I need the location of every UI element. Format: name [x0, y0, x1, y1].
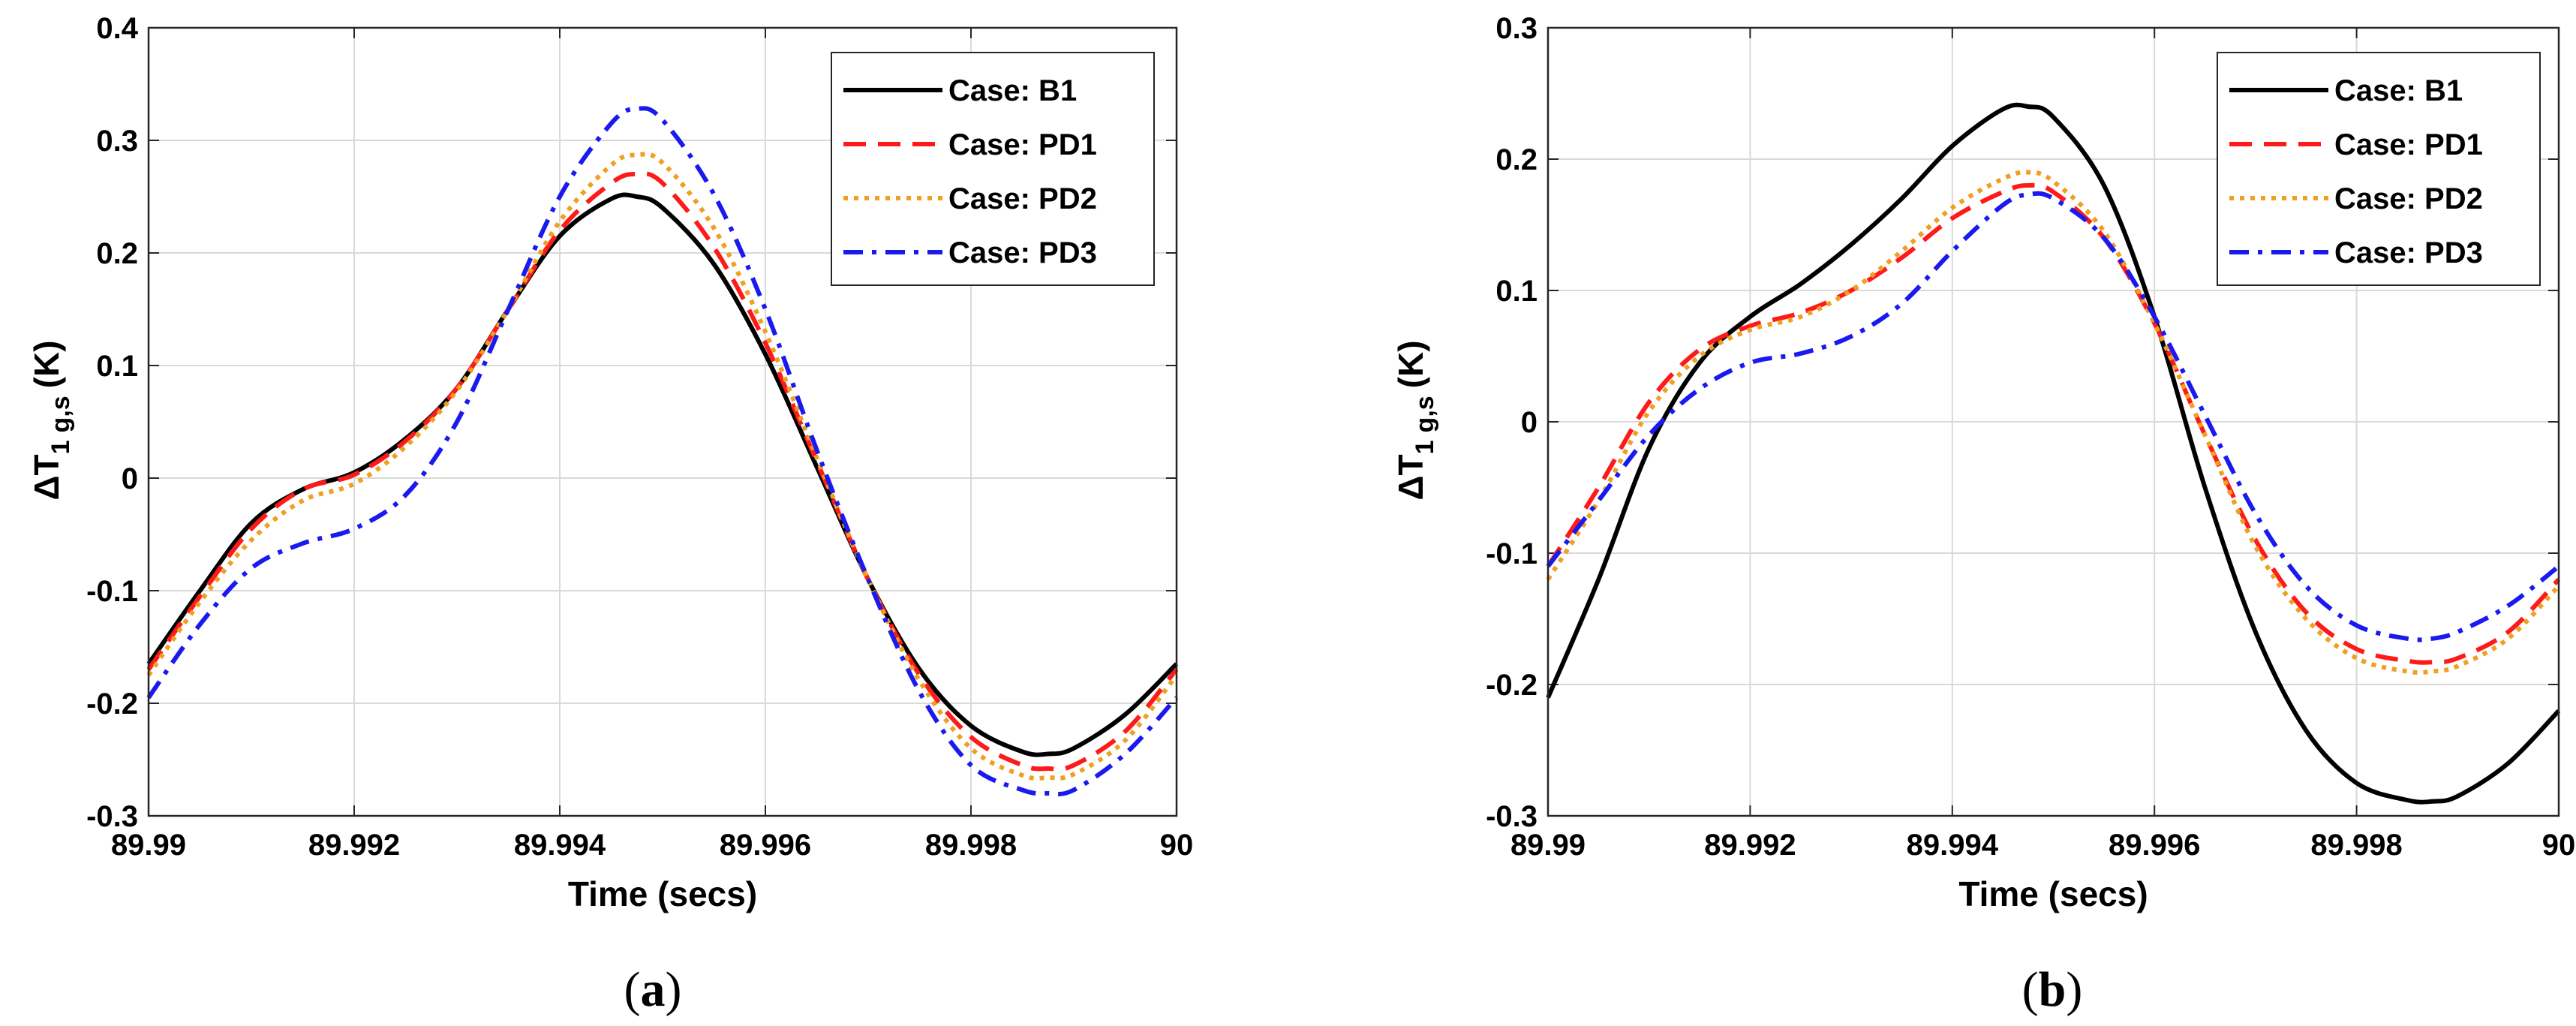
y-tick-label: 0: [122, 462, 138, 495]
x-axis-label: Time (secs): [1958, 874, 2148, 913]
y-tick-label: -0.2: [1486, 669, 1537, 702]
y-tick-label: 0.2: [1495, 143, 1537, 176]
x-tick-label: 89.998: [2310, 829, 2402, 862]
legend-entry: Case: PD1: [2334, 128, 2483, 161]
y-tick-label: 0.3: [96, 125, 138, 158]
chart-a: 89.99 89.992 89.994 89.996 89.998 90 -0.3 -0.2 -…: [27, 12, 1193, 1017]
series-line-case-pd3: [1546, 191, 2560, 642]
x-tick-label: 89.99: [1510, 829, 1586, 862]
legend-entry: Case: PD1: [948, 128, 1097, 161]
legend-entry: Case: B1: [2334, 74, 2463, 107]
y-tick-label: 0: [1521, 406, 1537, 439]
y-axis-label: ΔT1g,s(K): [1391, 340, 1439, 500]
legend-entry: Case: PD2: [948, 182, 1097, 215]
y-tick-label: 0.3: [1495, 12, 1537, 45]
legend-entry: Case: PD3: [948, 236, 1097, 269]
x-tick-label: 89.992: [1704, 829, 1796, 862]
x-tick-label: 89.992: [308, 829, 400, 862]
y-tick-label: 0.2: [96, 237, 138, 270]
series-line-case-pd2: [146, 152, 1179, 781]
y-tick-label: -0.3: [86, 800, 138, 833]
series-line-case-b1: [1546, 102, 2561, 805]
x-tick-label: 89.996: [720, 829, 811, 862]
y-tick-label: 0.4: [96, 12, 138, 45]
y-tick-label: -0.1: [1486, 537, 1537, 570]
legend-entry: Case: PD2: [2334, 182, 2483, 215]
x-tick-label: 89.998: [925, 829, 1017, 862]
x-axis-label: Time (secs): [568, 874, 757, 913]
x-tick-label: 90: [2542, 829, 2576, 862]
series-line-case-pd1: [146, 171, 1179, 772]
x-tick-label: 89.994: [1907, 829, 1999, 862]
y-tick-label: -0.2: [86, 688, 138, 721]
y-axis-label: ΔT1g,s(K): [27, 340, 75, 500]
y-tick-label: 0.1: [96, 350, 138, 383]
x-tick-label: 89.99: [111, 829, 186, 862]
x-tick-label: 90: [1160, 829, 1194, 862]
chart-b: 89.99 89.992 89.994 89.996 89.998 90 -0.3 -0.2 -…: [1391, 12, 2575, 1017]
series-line-case-pd2: [1546, 170, 2561, 675]
x-tick-label: 89.996: [2109, 829, 2200, 862]
panel-caption: (a): [624, 962, 682, 1017]
x-tick-label: 89.994: [514, 829, 606, 862]
legend-entry: Case: PD3: [2334, 236, 2483, 269]
panel-caption: (b): [2022, 962, 2083, 1017]
y-tick-label: -0.3: [1486, 800, 1537, 833]
legend-entry: Case: B1: [948, 74, 1077, 107]
series-line-case-pd3: [146, 106, 1179, 797]
y-tick-label: -0.1: [86, 575, 138, 608]
y-tick-label: 0.1: [1495, 275, 1537, 308]
axes-box: [147, 26, 1178, 817]
axes-box: [1547, 26, 2560, 817]
series-line-case-pd1: [1546, 182, 2561, 665]
